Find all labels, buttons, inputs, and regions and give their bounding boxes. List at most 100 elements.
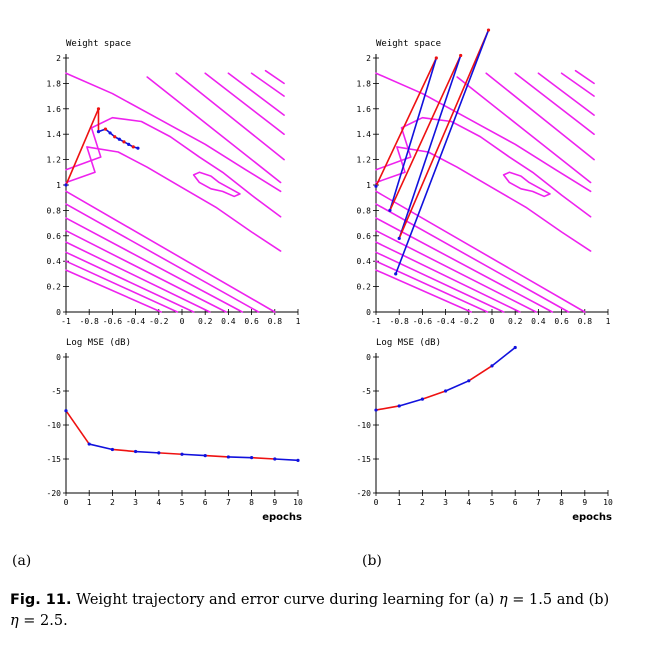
chart-title: Log MSE (dB) <box>66 338 131 348</box>
mse-point <box>490 364 494 368</box>
caption-eta-2: η <box>10 613 19 629</box>
x-tick-label: 6 <box>203 498 208 507</box>
x-tick-label: 0.6 <box>244 317 259 326</box>
trajectory-segment <box>389 57 438 211</box>
mse-point <box>250 456 254 460</box>
y-tick-label: 0.6 <box>47 232 62 241</box>
caption-eta-1: η <box>498 592 508 608</box>
y-tick-label: -20 <box>357 489 372 498</box>
contour-line <box>375 260 489 313</box>
contour-line <box>375 241 521 313</box>
y-tick-label: 0.4 <box>47 257 62 266</box>
mse-segment <box>181 453 206 457</box>
y-tick-label: 2 <box>56 54 61 63</box>
trajectory-point <box>96 107 101 111</box>
trajectory-point <box>117 137 121 141</box>
x-tick-label: 10 <box>603 498 613 507</box>
x-tick-label: 0.8 <box>268 317 283 326</box>
y-tick-label: 1.2 <box>47 156 62 165</box>
chart-a-mse: 0 1 2 3 4 5 6 7 8 9 10 0 -5 -10 -15 -20 Log MSE (dB) epoc… <box>47 338 303 523</box>
y-tick-label: 1.8 <box>357 79 372 88</box>
x-tick-label: -0.2 <box>459 317 478 326</box>
caption-text-3: = 2.5. <box>18 613 68 629</box>
caption-label: Fig. 11. <box>10 592 72 608</box>
contour-line <box>560 72 595 97</box>
trajectory-segment <box>65 108 100 186</box>
contour-line <box>375 146 592 252</box>
trajectory-point <box>108 131 112 135</box>
y-tick-label: 0 <box>366 353 371 362</box>
x-tick-label: 0.2 <box>198 317 213 326</box>
contour-line <box>456 76 592 184</box>
contour-line <box>65 269 162 313</box>
x-tick-label: 5 <box>180 498 185 507</box>
mse-segment <box>112 448 136 453</box>
chart-title: Weight space <box>66 39 131 49</box>
x-tick-label: 0.4 <box>531 317 546 326</box>
mse-point <box>64 409 68 413</box>
y-tick-label: 1 <box>56 181 61 190</box>
y-tick-label: -15 <box>357 455 372 464</box>
x-tick-label: 5 <box>490 498 495 507</box>
contour-line <box>65 116 282 218</box>
trajectory-point <box>374 184 378 188</box>
mse-segment <box>398 398 423 407</box>
panel-a-label: (a) <box>12 553 32 569</box>
trajectory-point <box>131 145 135 149</box>
x-tick-label: -1 <box>61 317 71 326</box>
x-tick-label: 0 <box>64 498 69 507</box>
contour-line <box>375 217 554 313</box>
y-tick-label: 0.8 <box>47 206 62 215</box>
contour-line <box>175 72 285 161</box>
mse-point <box>444 389 448 393</box>
contour-line <box>65 260 179 313</box>
y-tick-label: -5 <box>51 387 61 396</box>
contour-line <box>65 241 211 313</box>
mse-segment <box>445 380 470 392</box>
trajectory-point <box>394 272 398 276</box>
x-tick-label: 4 <box>156 498 161 507</box>
y-tick-label: 1.4 <box>357 130 372 139</box>
trajectory-point <box>103 127 108 131</box>
mse-point <box>467 379 471 383</box>
contour-lines <box>375 69 595 313</box>
y-tick-label: 1.2 <box>357 156 372 165</box>
trajectory <box>374 28 491 276</box>
contour-line <box>514 72 595 135</box>
chart-b-mse: 0 1 2 3 4 5 6 7 8 9 10 0 -5 -10 -15 -20 Log MSE (dB) epoc… <box>357 338 613 523</box>
y-tick-label: -20 <box>47 489 62 498</box>
trajectory-point <box>486 28 491 32</box>
x-tick-label: 3 <box>133 498 138 507</box>
mse-point <box>180 452 184 456</box>
contour-line <box>264 69 285 85</box>
figure-caption: Fig. 11. Weight trajectory and error cur… <box>10 590 630 632</box>
y-tick-label: 1.8 <box>47 79 62 88</box>
x-tick-label: 0.6 <box>554 317 569 326</box>
contour-line <box>250 72 285 97</box>
trajectory-segment <box>394 29 490 275</box>
x-tick-label: -0.8 <box>80 317 99 326</box>
chart-title: Weight space <box>376 39 441 49</box>
contour-line <box>65 251 195 313</box>
x-tick-label: 9 <box>272 498 277 507</box>
y-tick-label: 0.4 <box>357 257 372 266</box>
trajectory-segment <box>389 55 462 211</box>
trajectory-point <box>136 146 140 150</box>
contour-line <box>65 203 260 313</box>
x-tick-label: 6 <box>513 498 518 507</box>
contour-line <box>485 72 595 161</box>
x-tick-label: 0 <box>490 317 495 326</box>
x-axis-label: epochs <box>262 512 302 523</box>
x-tick-label: 0.4 <box>221 317 236 326</box>
mse-point <box>226 455 230 459</box>
x-tick-label: -0.8 <box>390 317 409 326</box>
mse-segment <box>205 454 229 458</box>
contour-line <box>375 229 537 313</box>
trajectory-point <box>64 183 68 187</box>
x-tick-label: 1 <box>606 317 611 326</box>
y-tick-label: 2 <box>366 54 371 63</box>
contour-line <box>65 217 244 313</box>
x-tick-label: 8 <box>559 498 564 507</box>
mse-point <box>397 404 401 408</box>
x-tick-label: 9 <box>582 498 587 507</box>
